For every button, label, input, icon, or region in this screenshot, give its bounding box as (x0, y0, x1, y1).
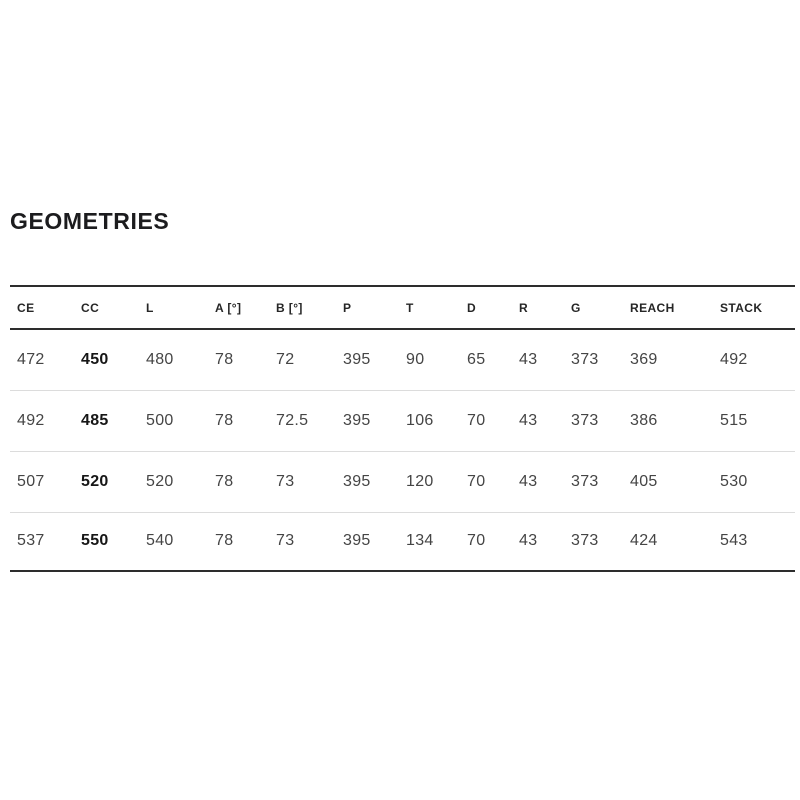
table-cell: 395 (343, 350, 371, 368)
table-row: 507 520 520 78 73 395 120 70 43 373 405 … (10, 451, 795, 512)
table-cell: 43 (519, 472, 538, 490)
column-header-t: T (406, 300, 414, 315)
column-header-d: D (467, 300, 477, 315)
table-row: 537 550 540 78 73 395 134 70 43 373 424 … (10, 512, 795, 571)
table-cell: 520 (146, 472, 174, 490)
table-row: 472 450 480 78 72 395 90 65 43 373 369 4… (10, 329, 795, 390)
table-cell: 65 (467, 350, 486, 368)
geometry-table: CE CC L A [°] B [°] P T D R G REACH STAC… (10, 285, 795, 572)
table-cell: 78 (215, 532, 234, 550)
page-title: GEOMETRIES (10, 208, 170, 234)
table-cell: 515 (720, 411, 748, 429)
column-header-cc: CC (81, 300, 100, 315)
table-cell: 78 (215, 350, 234, 368)
table-cell: 373 (571, 350, 599, 368)
table-cell: 70 (467, 532, 486, 550)
table-cell: 43 (519, 350, 538, 368)
column-header-g: G (571, 300, 581, 315)
table-cell: 395 (343, 472, 371, 490)
table-row: 492 485 500 78 72.5 395 106 70 43 373 38… (10, 390, 795, 451)
table-cell: 480 (146, 350, 174, 368)
table-cell: 424 (630, 532, 658, 550)
table-cell: 369 (630, 350, 658, 368)
table-cell: 500 (146, 411, 174, 429)
table-cell: 492 (17, 411, 45, 429)
table-cell: 543 (720, 532, 748, 550)
table-cell-size: 485 (81, 411, 109, 429)
column-header-l: L (146, 300, 154, 315)
table-cell: 70 (467, 472, 486, 490)
table-cell: 73 (276, 472, 295, 490)
column-header-stack: STACK (720, 300, 763, 315)
table-cell: 492 (720, 350, 748, 368)
table-cell: 373 (571, 532, 599, 550)
column-header-reach: REACH (630, 300, 675, 315)
column-header-b: B [°] (276, 300, 303, 315)
table-cell: 530 (720, 472, 748, 490)
table-cell: 537 (17, 532, 45, 550)
table-cell: 78 (215, 411, 234, 429)
table-cell: 72 (276, 350, 295, 368)
table-cell-size: 450 (81, 350, 109, 368)
table-cell: 90 (406, 350, 425, 368)
table-cell: 43 (519, 532, 538, 550)
table-cell: 405 (630, 472, 658, 490)
table-cell: 395 (343, 411, 371, 429)
table-cell: 373 (571, 411, 599, 429)
column-header-r: R (519, 300, 529, 315)
table-cell: 78 (215, 472, 234, 490)
table-header-row: CE CC L A [°] B [°] P T D R G REACH STAC… (10, 286, 795, 329)
column-header-a: A [°] (215, 300, 242, 315)
column-header-p: P (343, 300, 352, 315)
table-cell: 43 (519, 411, 538, 429)
table-cell: 72.5 (276, 411, 309, 429)
table-cell: 106 (406, 411, 434, 429)
table-cell: 507 (17, 472, 45, 490)
table-cell: 373 (571, 472, 599, 490)
table-cell: 134 (406, 532, 434, 550)
table-cell: 386 (630, 411, 658, 429)
table-cell-size: 550 (81, 532, 109, 550)
table-cell: 120 (406, 472, 434, 490)
table-cell: 70 (467, 411, 486, 429)
table-cell: 472 (17, 350, 45, 368)
table-cell: 540 (146, 532, 174, 550)
table-cell-size: 520 (81, 472, 109, 490)
table-cell: 73 (276, 532, 295, 550)
column-header-ce: CE (17, 300, 35, 315)
table-cell: 395 (343, 532, 371, 550)
